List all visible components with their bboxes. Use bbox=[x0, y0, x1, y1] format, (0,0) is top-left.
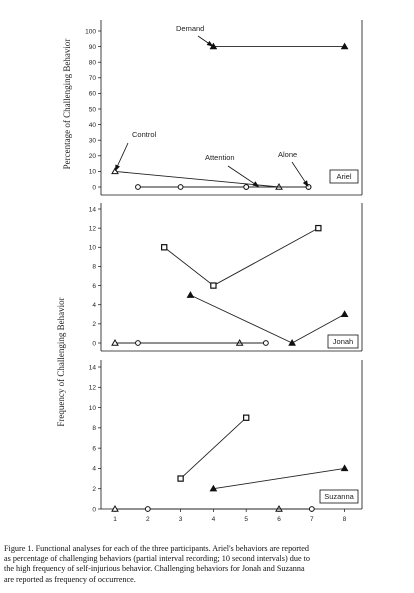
control-series-line bbox=[114, 170, 280, 188]
x-tick-label: 7 bbox=[310, 516, 314, 523]
caption-line-2: as percentage of challenging behaviors (… bbox=[4, 554, 311, 564]
y-tick-label: 40 bbox=[89, 122, 97, 129]
x-tick-label: 3 bbox=[179, 516, 183, 523]
panels23-ylabel: Frequency of Challenging Behavior bbox=[56, 297, 66, 426]
y-tick-label: 10 bbox=[89, 169, 97, 176]
alone-data-point bbox=[262, 340, 269, 346]
y-tick-label: 70 bbox=[89, 75, 97, 82]
caption-line-1: Figure 1. Functional analyses for each o… bbox=[4, 544, 309, 553]
attention-data-point bbox=[177, 475, 184, 482]
demand-data-point bbox=[288, 338, 296, 346]
y-tick-label: 8 bbox=[92, 264, 96, 271]
demand-data-point bbox=[186, 291, 195, 298]
y-tick-label: 10 bbox=[89, 405, 97, 412]
annotation-demand: Demand bbox=[176, 24, 204, 33]
attention-data-point bbox=[161, 244, 168, 251]
y-tick-label: 90 bbox=[89, 44, 97, 51]
x-tick-label: 5 bbox=[244, 516, 248, 523]
control-data-point bbox=[111, 504, 119, 512]
figure-caption: Figure 1. Functional analyses for each o… bbox=[4, 544, 410, 585]
demand-series-line bbox=[213, 467, 345, 490]
demand-data-point bbox=[340, 42, 349, 50]
y-tick-label: 6 bbox=[92, 283, 96, 290]
y-tick-label: 80 bbox=[89, 60, 97, 67]
attention-series-line bbox=[163, 227, 319, 287]
y-tick-label: 20 bbox=[89, 153, 97, 160]
alone-data-point bbox=[144, 506, 151, 512]
caption-line-4: are reported as frequency of occurrence. bbox=[4, 574, 136, 584]
participant-label: Jonah bbox=[333, 337, 353, 346]
attention-data-point bbox=[210, 282, 217, 289]
y-tick-label: 2 bbox=[92, 486, 96, 493]
caption-line-3: the high frequency of self-injurious beh… bbox=[4, 564, 305, 574]
x-tick-label: 4 bbox=[212, 516, 216, 523]
annotation-arrow-line bbox=[227, 165, 257, 186]
y-tick-label: 12 bbox=[89, 385, 97, 392]
attention-data-point bbox=[135, 184, 141, 190]
y-tick-label: 100 bbox=[85, 28, 96, 35]
y-tick-label: 10 bbox=[89, 245, 97, 252]
y-tick-label: 4 bbox=[92, 466, 96, 473]
functional-analysis-figure: Percentage of Challenging Behavior Frequ… bbox=[56, 20, 363, 523]
y-tick-label: 14 bbox=[89, 206, 97, 213]
x-tick-label: 1 bbox=[113, 516, 117, 523]
alone-data-point bbox=[135, 340, 141, 346]
y-tick-label: 8 bbox=[92, 425, 96, 432]
y-tick-label: 14 bbox=[89, 364, 97, 371]
y-tick-label: 12 bbox=[89, 225, 97, 232]
panel-2: 0 2 4 6 8 10 12 14 Jonah bbox=[89, 203, 363, 352]
annotation-control: Control bbox=[132, 130, 157, 139]
demand-data-point bbox=[340, 464, 349, 472]
y-tick-label: 0 bbox=[92, 184, 96, 191]
attention-series-line bbox=[180, 417, 247, 479]
y-tick-label: 50 bbox=[89, 106, 97, 113]
attention-data-point bbox=[243, 414, 250, 421]
y-tick-label: 4 bbox=[92, 302, 96, 309]
demand-series-line bbox=[190, 294, 345, 344]
y-tick-label: 60 bbox=[89, 91, 97, 98]
panel-1: 0 10 20 30 40 50 60 70 80 90 100 Demand Control Atten… bbox=[85, 20, 363, 196]
annotation-arrow-line bbox=[116, 142, 129, 169]
participant-label-box bbox=[329, 169, 359, 184]
annotation-arrow-head bbox=[302, 180, 309, 187]
annotation-arrow-head bbox=[206, 40, 214, 47]
participant-label: Ariel bbox=[336, 172, 351, 181]
x-tick-label: 8 bbox=[343, 516, 347, 523]
panel1-ylabel: Percentage of Challenging Behavior bbox=[62, 39, 72, 170]
y-tick-label: 30 bbox=[89, 138, 97, 145]
x-tick-label: 2 bbox=[146, 516, 150, 523]
annotation-arrow-head bbox=[252, 181, 260, 187]
annotation-alone: Alone bbox=[278, 150, 297, 159]
alone-data-point bbox=[308, 506, 315, 512]
control-data-point bbox=[111, 167, 119, 175]
y-tick-label: 0 bbox=[92, 340, 96, 347]
control-data-point bbox=[111, 338, 119, 346]
x-tick-label: 6 bbox=[277, 516, 281, 523]
y-tick-label: 0 bbox=[92, 506, 96, 513]
annotation-arrow-head bbox=[115, 164, 120, 172]
attention-data-point bbox=[177, 184, 184, 190]
annotation-attention: Attention bbox=[205, 153, 235, 162]
demand-data-point bbox=[209, 484, 218, 492]
alone-data-point bbox=[243, 184, 250, 190]
demand-data-point bbox=[340, 310, 349, 317]
participant-label-box bbox=[327, 334, 359, 349]
participant-label-box bbox=[319, 489, 359, 504]
participant-label: Suzanna bbox=[324, 492, 354, 501]
annotation-arrow-line bbox=[291, 161, 307, 185]
y-tick-label: 2 bbox=[92, 321, 96, 328]
attention-data-point bbox=[315, 224, 322, 232]
y-tick-label: 6 bbox=[92, 445, 96, 452]
